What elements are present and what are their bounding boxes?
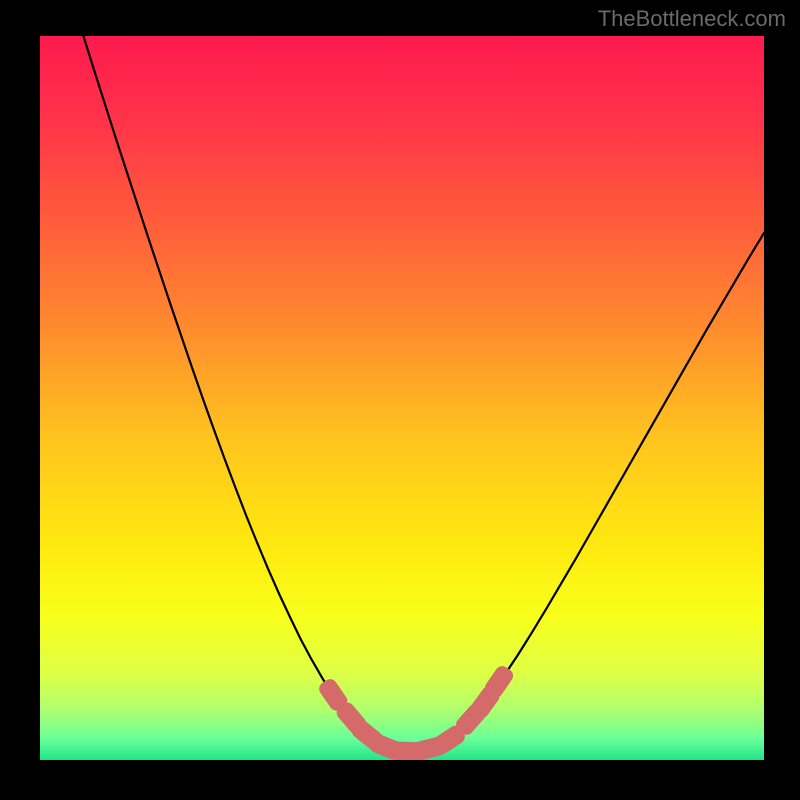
chart-stage: TheBottleneck.com	[0, 0, 800, 800]
plot-area	[40, 36, 764, 760]
curve-layer	[40, 36, 764, 760]
bottleneck-curve	[83, 36, 764, 753]
watermark-text: TheBottleneck.com	[598, 6, 786, 32]
